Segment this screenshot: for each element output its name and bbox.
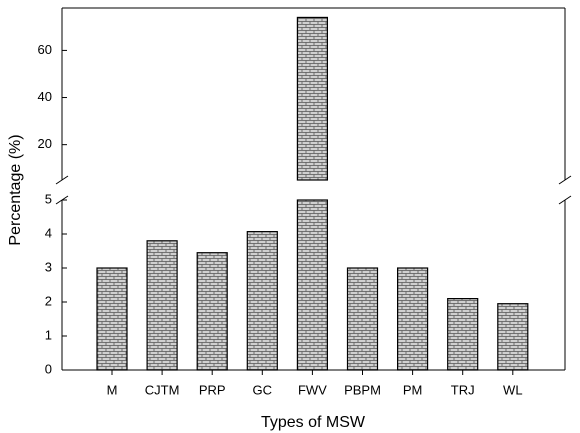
bar bbox=[196, 252, 228, 371]
bar bbox=[346, 267, 379, 371]
bar bbox=[497, 303, 529, 371]
y-tick-label: 1 bbox=[45, 327, 52, 342]
bar bbox=[296, 16, 328, 181]
y-tick-label: 5 bbox=[45, 191, 52, 206]
x-tick-label: GC bbox=[253, 382, 273, 397]
y-tick-label: 4 bbox=[45, 225, 52, 240]
y-tick-label: 0 bbox=[45, 361, 52, 376]
axis-break bbox=[55, 175, 69, 185]
axis-break bbox=[558, 195, 572, 205]
x-tick-label: M bbox=[107, 382, 118, 397]
y-tick-label: 60 bbox=[38, 42, 52, 57]
x-axis-title: Types of MSW bbox=[261, 414, 366, 431]
y-tick-label: 20 bbox=[38, 136, 52, 151]
bar bbox=[397, 267, 429, 371]
bar bbox=[146, 240, 178, 371]
axis-break bbox=[558, 175, 572, 185]
x-tick-label: PM bbox=[403, 382, 423, 397]
x-tick-label: CJTM bbox=[145, 382, 180, 397]
x-tick-label: PBPM bbox=[344, 382, 381, 397]
x-tick-label: FWV bbox=[298, 382, 327, 397]
x-tick-label: WL bbox=[503, 382, 523, 397]
y-tick-label: 40 bbox=[38, 89, 52, 104]
x-tick-label: TRJ bbox=[451, 382, 475, 397]
bar bbox=[447, 298, 479, 371]
bar bbox=[296, 199, 328, 371]
bar bbox=[96, 267, 128, 371]
y-tick-label: 3 bbox=[45, 259, 52, 274]
y-tick-label: 2 bbox=[45, 293, 52, 308]
bar bbox=[246, 231, 278, 371]
y-axis-title: Percentage (%) bbox=[7, 134, 24, 245]
x-tick-label: PRP bbox=[199, 382, 226, 397]
